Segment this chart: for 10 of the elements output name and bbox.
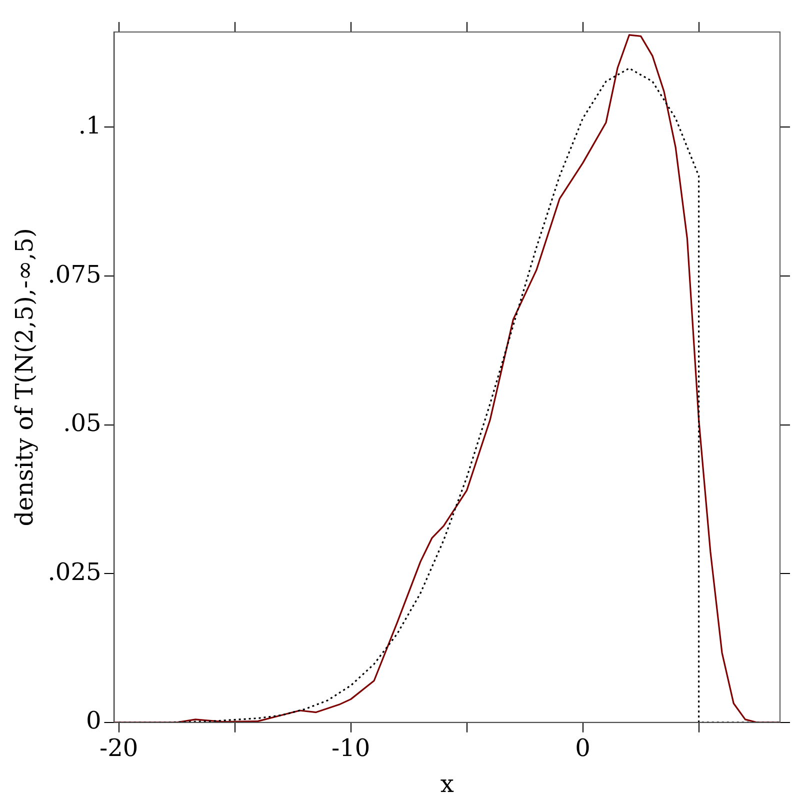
y-tick-label: .025 — [48, 558, 102, 586]
y-axis-title: density of T(N(2,5),-∞,5) — [10, 228, 39, 526]
x-axis-title: x — [440, 770, 454, 798]
y-tick-label: .075 — [48, 260, 102, 288]
x-tick-label: 0 — [575, 734, 590, 762]
y-tick-label: .1 — [78, 111, 102, 140]
x-tick-label: -20 — [100, 734, 138, 762]
y-tick-label: 0 — [86, 706, 102, 735]
y-tick-label: .05 — [63, 409, 102, 438]
x-tick-label: -10 — [332, 734, 370, 762]
